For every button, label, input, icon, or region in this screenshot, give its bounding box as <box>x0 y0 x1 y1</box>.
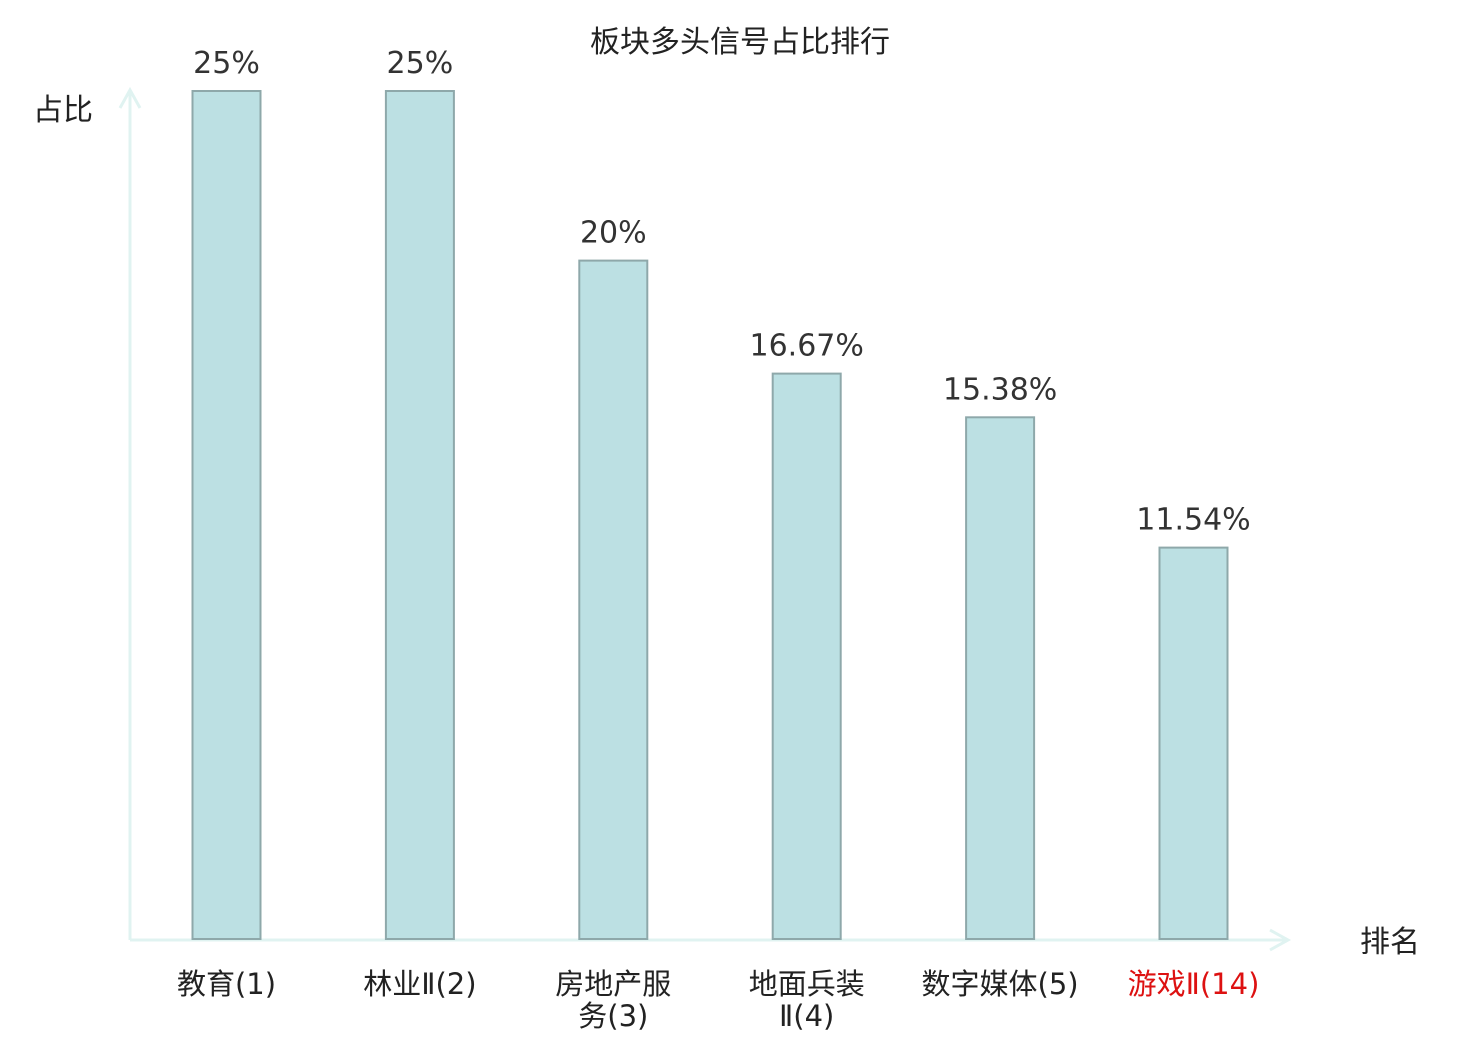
x-axis-arrow-icon <box>1269 928 1292 952</box>
value-label-6: 11.54% <box>1136 503 1250 538</box>
value-label-4: 16.67% <box>750 329 864 364</box>
value-label-3: 20% <box>580 216 647 251</box>
category-label-2: 林业Ⅱ(2) <box>363 967 476 1001</box>
chart-title: 板块多头信号占比排行 <box>590 25 890 60</box>
category-label-line: 游戏Ⅱ(14) <box>1128 967 1260 1001</box>
value-label-2: 25% <box>387 46 454 81</box>
category-label-line: 教育(1) <box>177 967 276 1001</box>
value-label-1: 25% <box>193 46 260 81</box>
category-label-line: 房地产服 <box>555 967 671 1001</box>
bar-6 <box>1158 546 1229 940</box>
category-label-1: 教育(1) <box>177 967 276 1001</box>
category-label-line: Ⅱ(4) <box>779 999 834 1033</box>
category-label-3: 房地产服务(3) <box>555 967 671 1033</box>
category-label-4: 地面兵装 Ⅱ(4) <box>749 967 865 1033</box>
y-axis-label: 占比 <box>33 93 93 128</box>
bar-3 <box>578 259 649 941</box>
bar-5 <box>965 416 1036 940</box>
category-label-6: 游戏Ⅱ(14) <box>1128 967 1260 1001</box>
bar-1 <box>191 90 262 940</box>
value-labels: 25% 25% 20% 16.67% 15.38% 11.54% <box>193 46 1251 538</box>
category-label-line: 务(3) <box>578 999 648 1033</box>
bar-4 <box>771 372 842 941</box>
category-labels: 教育(1) 林业Ⅱ(2) 房地产服务(3) 地面兵装 Ⅱ(4) 数字媒体(5) 游戏Ⅱ(14… <box>177 967 1259 1033</box>
value-label-5: 15.38% <box>943 372 1057 407</box>
category-label-5: 数字媒体(5) <box>922 967 1079 1001</box>
bars <box>191 90 1229 941</box>
x-axis-label: 排名 <box>1360 925 1420 960</box>
category-label-line: 地面兵装 <box>749 967 865 1001</box>
y-axis-arrow-icon <box>118 86 142 109</box>
bar-2 <box>384 90 455 940</box>
category-label-line: 林业Ⅱ(2) <box>363 967 476 1001</box>
category-label-line: 数字媒体(5) <box>922 967 1079 1001</box>
axes <box>118 86 1292 952</box>
